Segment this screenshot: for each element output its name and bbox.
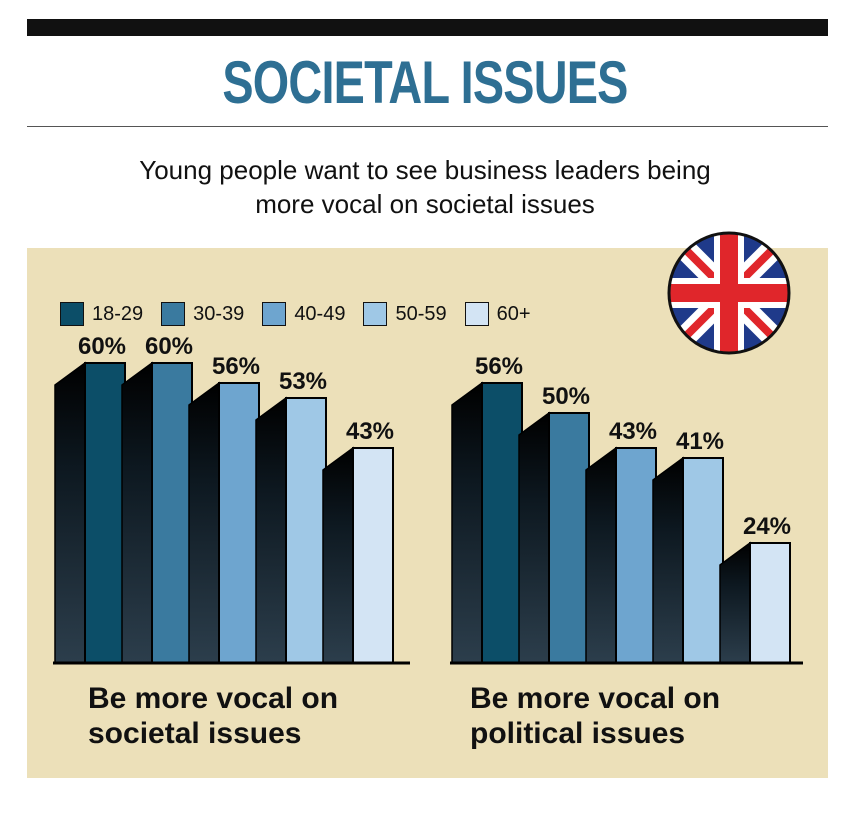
subtitle-line-1: Young people want to see business leader… — [139, 155, 711, 185]
category-label-1-line-2: societal issues — [88, 717, 301, 750]
top-bar — [27, 19, 828, 36]
bar-side-30-39-2 — [518, 411, 550, 664]
legend-item-60+: 60+ — [464, 302, 531, 326]
data-label-30-39-1: 60% — [145, 333, 193, 360]
bar-18-29-1 — [84, 362, 126, 664]
chart-legend: 18-29 30-39 40-49 50-59 60+ — [60, 300, 549, 328]
legend-label: 18-29 — [92, 302, 144, 325]
legend-label: 30-39 — [193, 302, 245, 325]
data-label-60+-1: 43% — [346, 418, 394, 445]
legend-label: 50-59 — [395, 302, 447, 325]
bar-30-39-2 — [548, 412, 590, 664]
page-title: SOCIETAL ISSUES — [222, 49, 628, 116]
bar-side-18-29-1 — [54, 361, 86, 664]
bar-18-29-2 — [481, 382, 523, 664]
bar-30-39-1 — [151, 362, 193, 664]
legend-label: 40-49 — [294, 302, 346, 325]
data-label-18-29-1: 60% — [78, 333, 126, 360]
title-divider — [27, 126, 828, 127]
legend-swatch — [161, 302, 186, 326]
bar-60+-1 — [352, 447, 394, 664]
bar-60+-2 — [749, 542, 791, 664]
bar-side-30-39-1 — [121, 361, 153, 664]
bar-side-18-29-2 — [451, 381, 483, 664]
bar-50-59-2 — [682, 457, 724, 664]
legend-item-50-59: 50-59 — [363, 302, 447, 326]
legend-label: 60+ — [496, 302, 531, 325]
legend-item-18-29: 18-29 — [60, 302, 143, 326]
subtitle-line-2: more vocal on societal issues — [255, 189, 595, 219]
bar-side-40-49-2 — [585, 446, 617, 664]
data-label-50-59-2: 41% — [676, 428, 724, 455]
bar-side-50-59-2 — [652, 456, 684, 664]
data-label-60+-2: 24% — [743, 513, 791, 540]
legend-swatch — [60, 302, 84, 326]
bar-side-60+-2 — [719, 541, 751, 664]
chart-subtitle: Young people want to see business leader… — [60, 153, 790, 221]
category-label-2-line-2: political issues — [470, 717, 685, 750]
data-label-30-39-2: 50% — [542, 383, 590, 410]
union-jack-flag-icon — [667, 231, 791, 355]
category-label-2-line-1: Be more vocal on — [470, 682, 720, 715]
bar-side-60+-1 — [322, 446, 354, 664]
data-label-18-29-2: 56% — [475, 353, 523, 380]
bar-50-59-1 — [285, 397, 327, 664]
category-label-1-line-1: Be more vocal on — [88, 682, 338, 715]
legend-swatch — [464, 302, 489, 326]
data-label-50-59-1: 53% — [279, 368, 327, 395]
bar-side-50-59-1 — [255, 396, 287, 664]
legend-swatch — [363, 302, 388, 326]
data-label-40-49-1: 56% — [212, 353, 260, 380]
legend-swatch — [262, 302, 287, 326]
legend-item-40-49: 40-49 — [262, 302, 345, 326]
bar-40-49-1 — [218, 382, 260, 664]
data-label-40-49-2: 43% — [609, 418, 657, 445]
bar-40-49-2 — [615, 447, 657, 664]
legend-item-30-39: 30-39 — [161, 302, 244, 326]
bar-side-40-49-1 — [188, 381, 220, 664]
